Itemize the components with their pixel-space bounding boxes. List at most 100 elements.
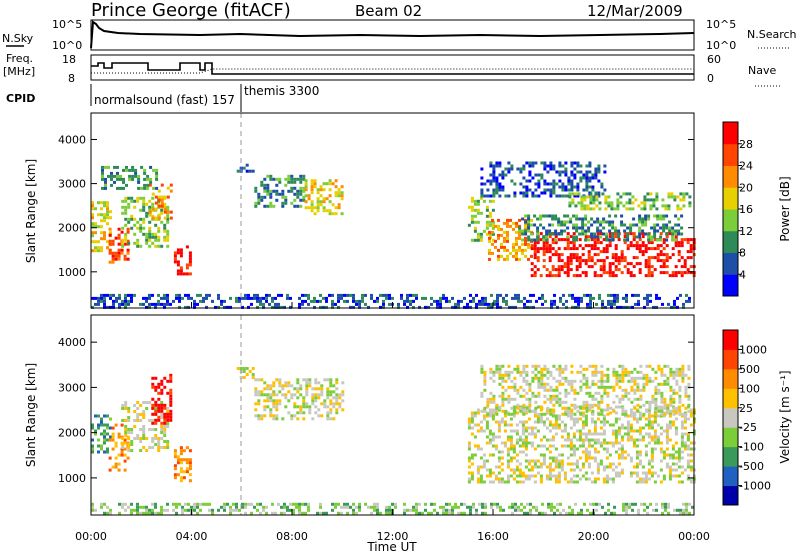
power-cell bbox=[671, 253, 675, 257]
power-cell bbox=[623, 238, 627, 242]
velocity-cell bbox=[581, 450, 585, 454]
velocity-cell bbox=[483, 382, 487, 386]
power-cell bbox=[613, 302, 616, 306]
velocity-cell bbox=[358, 502, 361, 506]
velocity-cell bbox=[299, 387, 303, 391]
power-cell bbox=[127, 196, 131, 200]
velocity-cell bbox=[254, 408, 258, 412]
velocity-cell bbox=[427, 511, 430, 515]
velocity-cell bbox=[299, 405, 303, 409]
power-cell bbox=[122, 168, 125, 172]
power-cell bbox=[611, 253, 615, 257]
power-region-11 bbox=[530, 232, 696, 278]
velocity-colorbar-swatch bbox=[723, 330, 738, 350]
velocity-cell bbox=[625, 508, 628, 512]
power-cell bbox=[560, 220, 564, 224]
power-cell bbox=[91, 249, 94, 253]
velocity-cell bbox=[100, 444, 103, 448]
velocity-cell bbox=[355, 511, 358, 515]
velocity-cell bbox=[570, 409, 574, 413]
power-cell bbox=[247, 296, 250, 300]
velocity-cell bbox=[314, 387, 318, 391]
velocity-cell bbox=[546, 367, 550, 371]
velocity-cell bbox=[199, 508, 202, 512]
velocity-cell bbox=[467, 480, 471, 484]
velocity-cell bbox=[675, 391, 679, 395]
velocity-cell bbox=[281, 393, 285, 397]
power-cell bbox=[585, 188, 589, 192]
velocity-cell bbox=[547, 502, 550, 506]
velocity-cell bbox=[491, 471, 495, 475]
velocity-cell bbox=[668, 426, 672, 430]
power-cell bbox=[560, 259, 564, 263]
velocity-cell bbox=[296, 396, 300, 400]
power-cell bbox=[626, 271, 630, 275]
power-cell bbox=[142, 232, 146, 236]
power-cell bbox=[486, 194, 490, 198]
velocity-cell bbox=[547, 505, 550, 509]
velocity-cell bbox=[681, 364, 685, 368]
velocity-cell bbox=[182, 458, 186, 462]
power-cell bbox=[493, 299, 496, 303]
power-cell bbox=[262, 302, 265, 306]
power-cell bbox=[173, 257, 177, 261]
power-cell bbox=[689, 238, 693, 242]
power-cell bbox=[589, 207, 593, 211]
power-cell bbox=[109, 305, 112, 309]
power-cell bbox=[530, 244, 534, 248]
velocity-cell bbox=[636, 370, 640, 374]
velocity-cell bbox=[516, 367, 520, 371]
power-cell bbox=[104, 183, 107, 187]
velocity-cell bbox=[278, 402, 282, 406]
power-cell bbox=[579, 170, 583, 174]
power-cell bbox=[91, 296, 94, 300]
power-cell bbox=[479, 196, 483, 200]
velocity-cell bbox=[675, 367, 679, 371]
velocity-cell bbox=[643, 502, 646, 506]
power-cell bbox=[557, 274, 561, 278]
velocity-region-1 bbox=[108, 423, 130, 472]
power-cell bbox=[638, 250, 642, 254]
nave-tick-bottom: 0 bbox=[707, 72, 714, 85]
velocity-cell bbox=[573, 388, 577, 392]
power-cell bbox=[540, 191, 544, 195]
velocity-cell bbox=[551, 474, 555, 478]
velocity-cell bbox=[121, 505, 124, 509]
velocity-cell bbox=[578, 456, 582, 460]
velocity-cell bbox=[528, 385, 532, 389]
velocity-cell bbox=[103, 432, 106, 436]
velocity-cell bbox=[673, 508, 676, 512]
power-cell bbox=[530, 254, 533, 258]
velocity-cell bbox=[151, 421, 155, 425]
velocity-cell bbox=[587, 462, 591, 466]
velocity-cell bbox=[603, 391, 607, 395]
power-cell bbox=[686, 241, 690, 245]
velocity-cell bbox=[516, 403, 520, 407]
velocity-cell bbox=[482, 465, 486, 469]
velocity-cell bbox=[662, 453, 666, 457]
velocity-cell bbox=[123, 438, 127, 442]
velocity-cell bbox=[509, 429, 513, 433]
power-cell bbox=[600, 182, 604, 186]
velocity-cell bbox=[518, 438, 522, 442]
power-cell bbox=[543, 161, 547, 165]
power-cell bbox=[659, 265, 663, 269]
power-cell bbox=[548, 244, 552, 248]
velocity-cell bbox=[160, 431, 164, 434]
power-cell bbox=[549, 182, 553, 186]
power-cell bbox=[644, 250, 648, 254]
velocity-cell bbox=[489, 397, 493, 401]
velocity-xtick-label: 04:00 bbox=[176, 530, 208, 543]
velocity-cell bbox=[554, 462, 558, 466]
velocity-cell bbox=[607, 502, 610, 506]
velocity-cell bbox=[675, 379, 679, 383]
velocity-cell bbox=[501, 394, 505, 398]
power-cell bbox=[631, 293, 634, 297]
power-cell bbox=[106, 216, 109, 220]
velocity-cell bbox=[509, 456, 513, 460]
power-cell bbox=[307, 206, 311, 210]
velocity-cell bbox=[100, 432, 103, 436]
velocity-cell bbox=[498, 394, 502, 398]
velocity-cell bbox=[596, 468, 600, 472]
velocity-cell bbox=[671, 453, 675, 457]
